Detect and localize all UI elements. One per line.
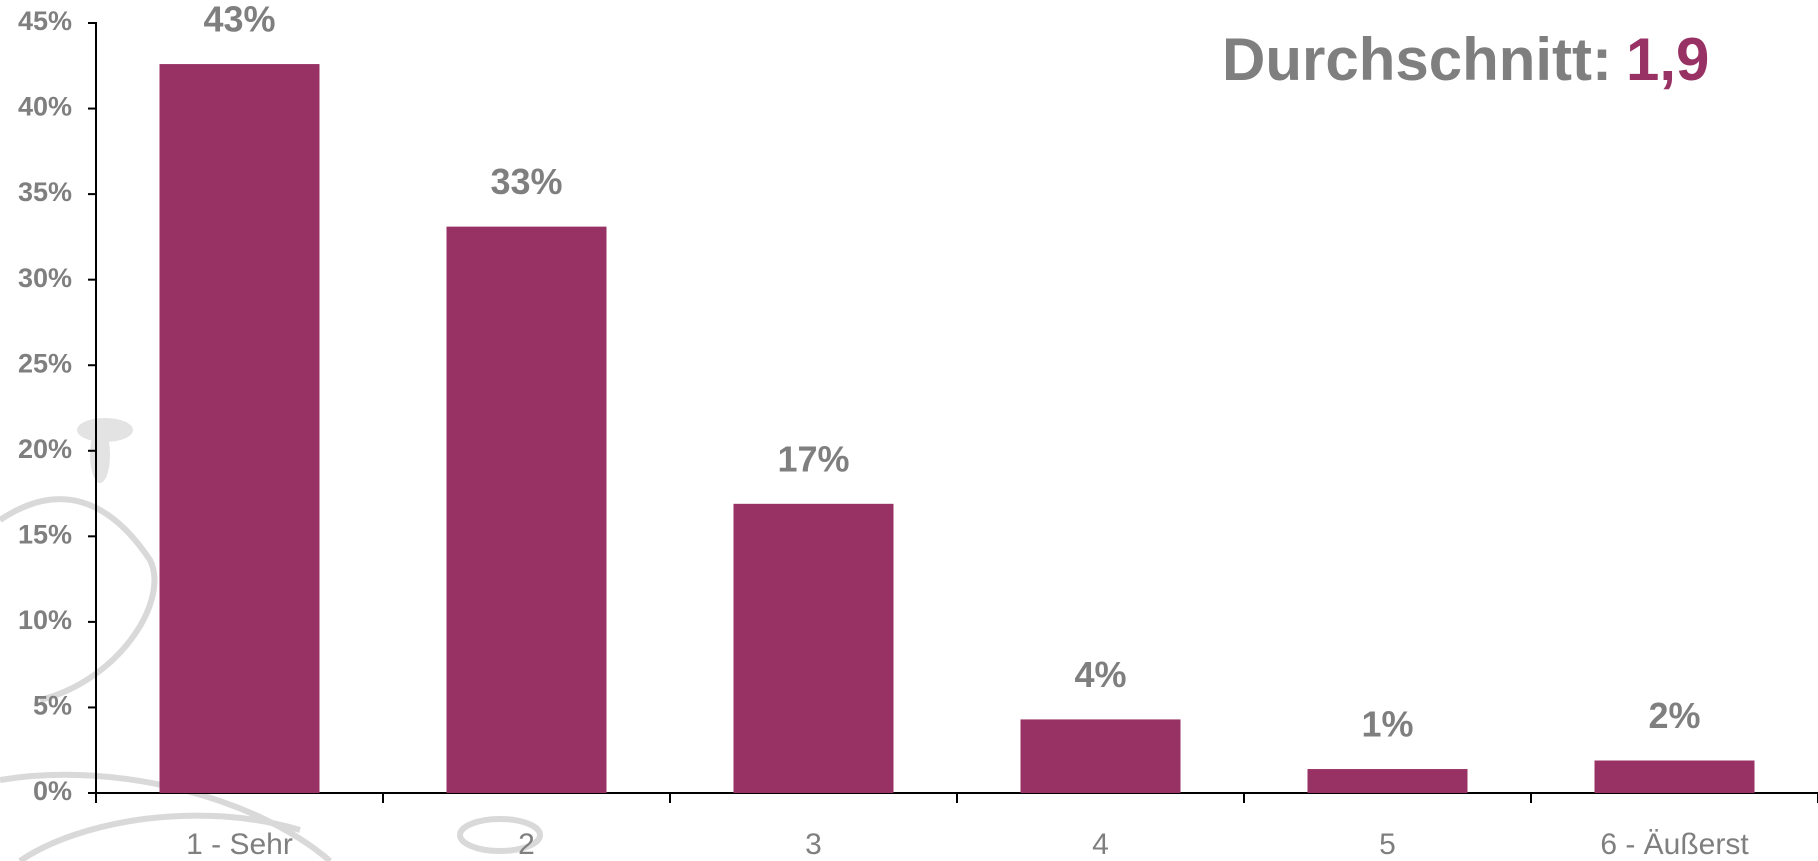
x-tick-label: 2 (518, 828, 535, 861)
x-tick-label: 4 (1092, 828, 1109, 861)
x-tick-label: 3 (805, 828, 822, 861)
bar (159, 64, 320, 794)
y-tick-label: 30% (18, 263, 72, 293)
bar (446, 226, 607, 794)
average-value: 1,9 (1626, 26, 1709, 93)
x-tick-label: 5 (1379, 828, 1396, 861)
y-tick-label: 40% (18, 92, 72, 122)
value-label: 43% (203, 0, 275, 40)
x-tick-label: 1 - Sehr (186, 828, 293, 861)
value-label: 2% (1648, 695, 1700, 736)
y-tick-label: 45% (18, 6, 72, 36)
y-tick-label: 10% (18, 605, 72, 635)
average-annotation: Durchschnitt: 1,9 (1222, 26, 1709, 93)
value-label: 4% (1074, 654, 1126, 695)
y-tick-label: 15% (18, 519, 72, 549)
bar (1307, 769, 1468, 793)
y-tick-label: 25% (18, 348, 72, 378)
average-label: Durchschnitt: (1222, 26, 1612, 93)
value-label: 17% (777, 438, 849, 479)
bar (1020, 719, 1181, 793)
value-label: 33% (490, 161, 562, 202)
y-tick-label: 0% (33, 776, 72, 806)
y-tick-label: 20% (18, 434, 72, 464)
y-tick-label: 5% (33, 691, 72, 721)
y-tick-label: 35% (18, 177, 72, 207)
bar (733, 503, 894, 793)
value-label: 1% (1361, 704, 1413, 745)
bar (1594, 760, 1755, 793)
x-tick-label: 6 - Äußerst (1600, 828, 1749, 861)
